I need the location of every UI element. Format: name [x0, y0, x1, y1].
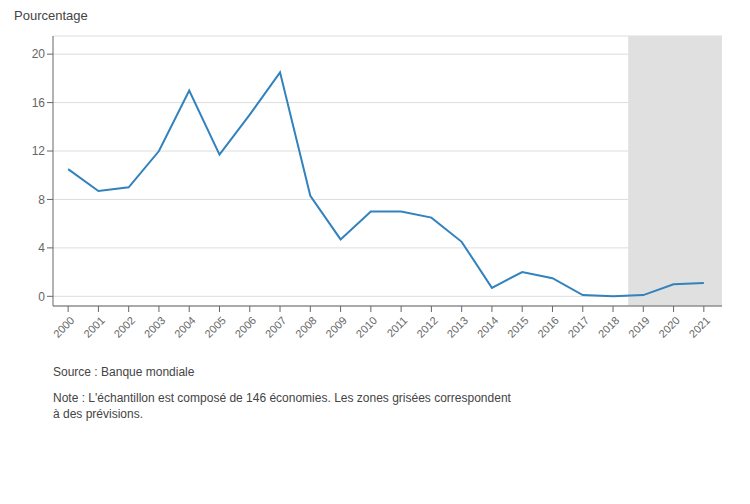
svg-text:8: 8	[38, 193, 45, 207]
svg-text:2018: 2018	[596, 314, 622, 340]
svg-text:2001: 2001	[81, 314, 107, 340]
svg-text:2003: 2003	[142, 314, 168, 340]
svg-text:4: 4	[38, 241, 45, 255]
svg-text:2017: 2017	[565, 314, 591, 340]
html-text:Note : L'échantillon est compo: Note : L'échantillon est composé de 146 …	[53, 391, 511, 421]
svg-text:2014: 2014	[475, 314, 501, 340]
html-text:Pourcentage: Pourcentage	[14, 8, 88, 23]
svg-text:2015: 2015	[505, 314, 531, 340]
svg-text:2021: 2021	[687, 314, 713, 340]
svg-text:2009: 2009	[323, 314, 349, 340]
svg-text:2016: 2016	[535, 314, 561, 340]
svg-text:2011: 2011	[384, 314, 409, 339]
svg-text:2008: 2008	[293, 314, 319, 340]
svg-text:2002: 2002	[111, 314, 137, 340]
svg-text:2000: 2000	[51, 314, 77, 340]
svg-text:2019: 2019	[626, 314, 652, 340]
svg-text:2013: 2013	[444, 314, 470, 340]
svg-text:2005: 2005	[202, 314, 228, 340]
svg-text:2007: 2007	[263, 314, 289, 340]
svg-text:16: 16	[32, 96, 46, 110]
svg-text:20: 20	[32, 47, 46, 61]
svg-text:2004: 2004	[172, 314, 198, 340]
svg-text:2010: 2010	[354, 314, 380, 340]
svg-text:2012: 2012	[414, 314, 440, 340]
svg-text:0: 0	[38, 290, 45, 304]
html-text:Source : Banque mondiale: Source : Banque mondiale	[53, 365, 195, 379]
svg-text:12: 12	[32, 144, 46, 158]
svg-text:2006: 2006	[232, 314, 258, 340]
svg-text:2020: 2020	[656, 314, 682, 340]
